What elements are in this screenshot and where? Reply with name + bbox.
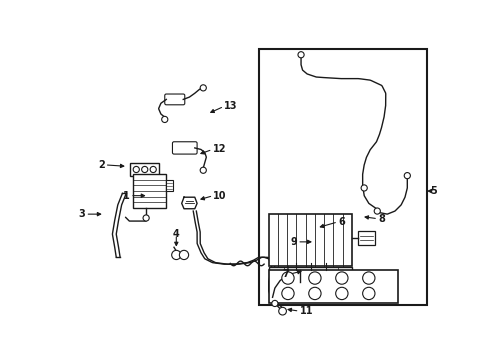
Text: 2: 2 — [98, 160, 104, 170]
Bar — [268, 270, 397, 303]
Bar — [268, 266, 351, 282]
Circle shape — [404, 172, 409, 179]
Text: 4: 4 — [173, 229, 179, 239]
Circle shape — [179, 250, 188, 260]
Circle shape — [133, 166, 139, 172]
Text: 6: 6 — [337, 217, 344, 227]
Text: 9: 9 — [290, 237, 297, 247]
Circle shape — [281, 287, 293, 300]
Circle shape — [297, 52, 304, 58]
Bar — [268, 214, 351, 266]
Circle shape — [335, 272, 347, 284]
Text: 5: 5 — [429, 186, 436, 196]
Circle shape — [308, 272, 321, 284]
Circle shape — [362, 272, 374, 284]
Bar — [258, 49, 427, 305]
Circle shape — [281, 272, 293, 284]
Text: 3: 3 — [79, 209, 85, 219]
Circle shape — [143, 215, 149, 221]
Text: 10: 10 — [213, 191, 226, 201]
Text: 7: 7 — [282, 269, 289, 279]
Circle shape — [362, 287, 374, 300]
FancyBboxPatch shape — [164, 94, 184, 105]
Circle shape — [150, 166, 156, 172]
Circle shape — [308, 287, 321, 300]
Circle shape — [171, 250, 181, 260]
Circle shape — [200, 167, 206, 173]
Text: 8: 8 — [377, 214, 384, 224]
Text: 13: 13 — [224, 101, 237, 111]
Bar — [133, 174, 165, 208]
Circle shape — [162, 116, 167, 122]
Text: 11: 11 — [299, 306, 312, 316]
Text: 1: 1 — [123, 191, 130, 201]
Bar — [165, 180, 173, 191]
Circle shape — [142, 166, 147, 172]
Circle shape — [278, 307, 286, 315]
Circle shape — [335, 287, 347, 300]
Bar — [357, 231, 374, 245]
Circle shape — [271, 300, 277, 306]
Bar — [130, 163, 159, 176]
Circle shape — [373, 208, 380, 214]
Circle shape — [200, 85, 206, 91]
Text: 12: 12 — [212, 144, 225, 154]
FancyBboxPatch shape — [172, 142, 197, 154]
Circle shape — [360, 185, 366, 191]
